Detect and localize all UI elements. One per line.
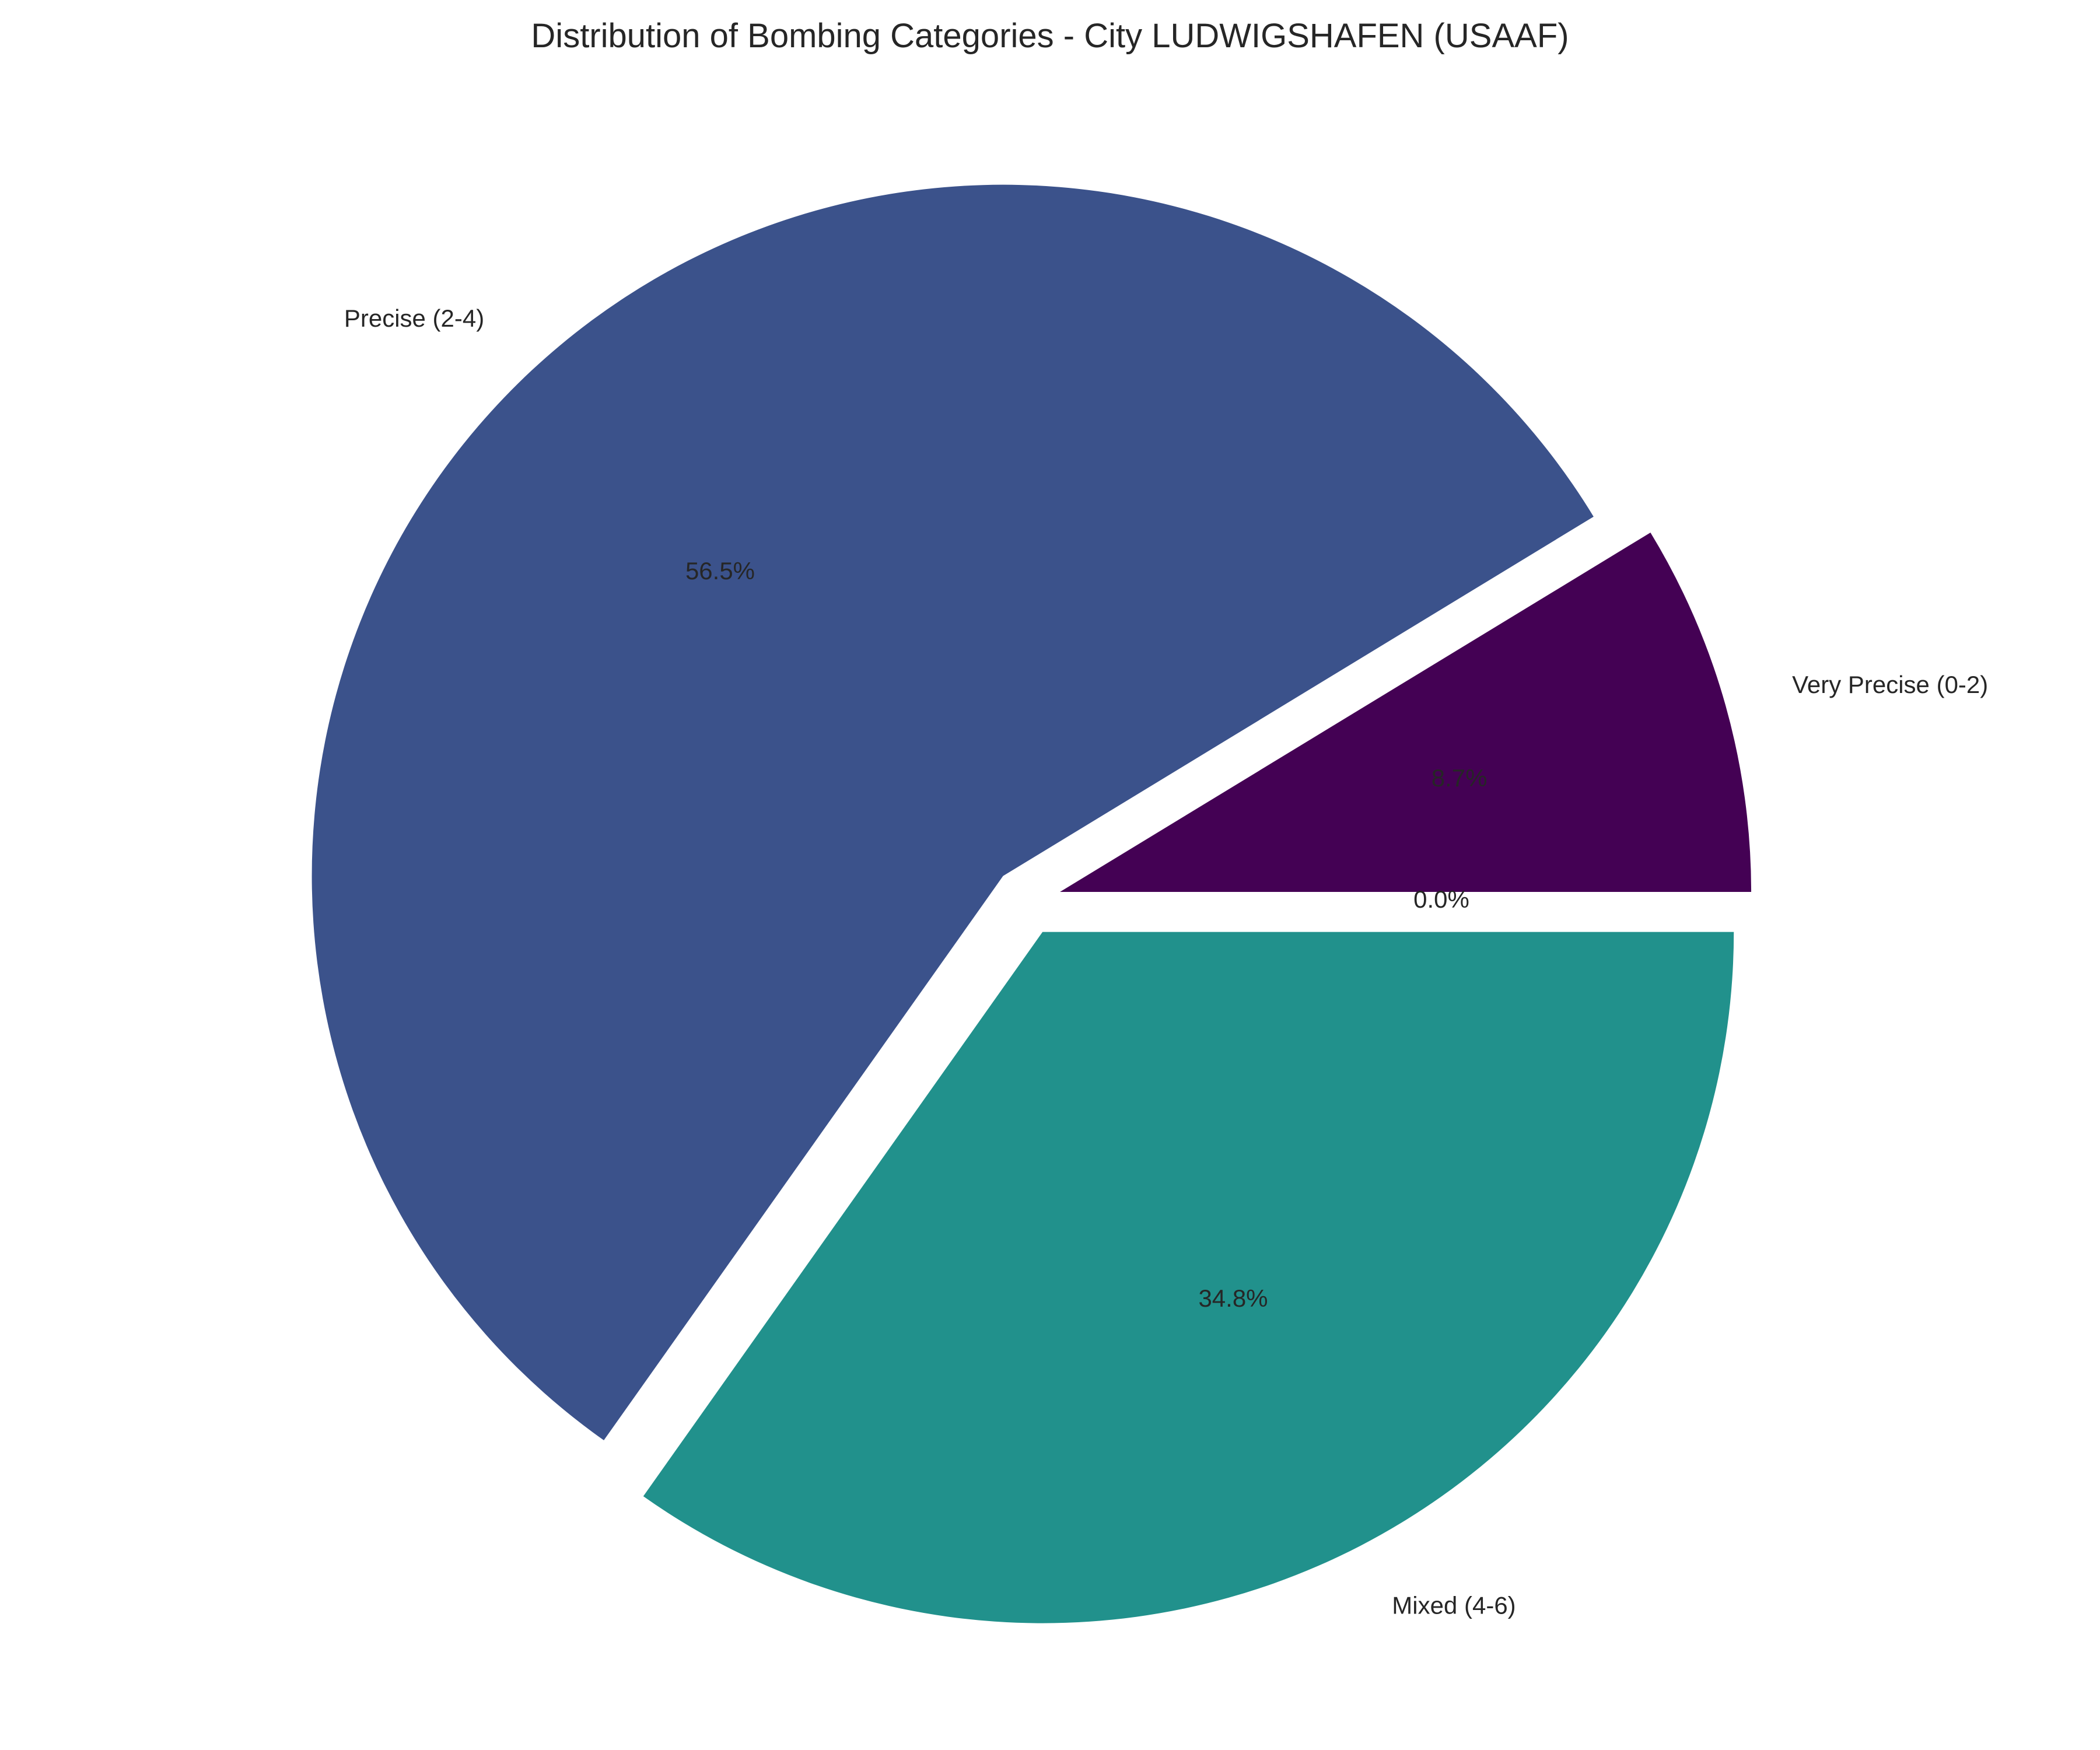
pie-slice [1060,533,1752,892]
slice-percent-label: 56.5% [685,557,755,584]
pie-slice [312,184,1594,1441]
pie-slice [643,932,1734,1623]
slice-percent-label: 8.7% [1432,764,1488,792]
chart-title: Distribution of Bombing Categories - Cit… [531,17,1569,55]
slice-label: Precise (2-4) [344,304,484,332]
slice-label: Very Precise (0-2) [1792,671,1988,698]
slice-label: Mixed (4-6) [1392,1591,1516,1619]
slice-percent-label: 0.0% [1413,886,1469,913]
slice-percent-label: 34.8% [1198,1284,1268,1312]
